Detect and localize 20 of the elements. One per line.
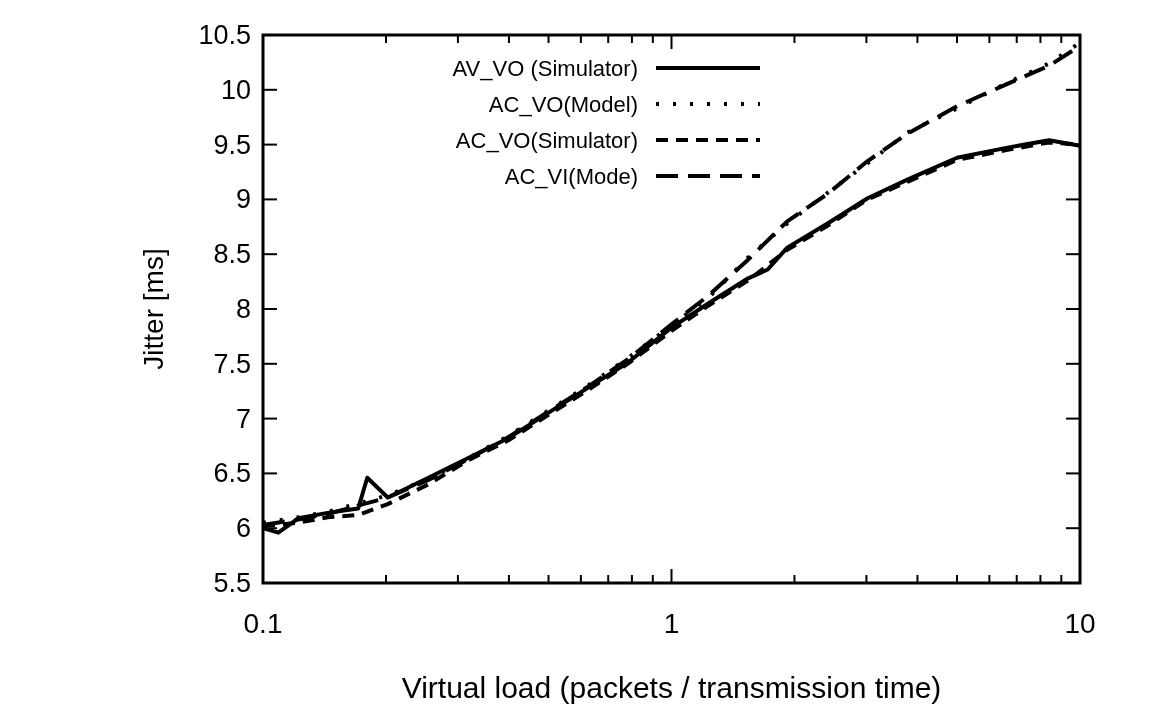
- y-tick-label: 5.5: [213, 568, 251, 598]
- y-tick-label: 7.5: [213, 348, 251, 379]
- x-tick-label: 0.1: [243, 608, 283, 639]
- y-axis-title: Jitter [ms]: [138, 248, 169, 370]
- y-tick-label: 7: [235, 403, 251, 434]
- y-tick-label: 9: [235, 184, 251, 215]
- x-tick-label: 1: [663, 608, 680, 639]
- x-tick-label: 10: [1064, 608, 1096, 639]
- legend-label: AC_VO(Simulator): [455, 128, 638, 153]
- y-tick-label: 6: [235, 513, 251, 544]
- legend-label: AC_VI(Mode): [504, 164, 638, 189]
- legend-label: AC_VO(Model): [488, 92, 638, 117]
- y-tick-label: 8.5: [213, 239, 251, 270]
- y-tick-label: 9.5: [213, 129, 251, 160]
- legend-label: AV_VO (Simulator): [452, 56, 638, 81]
- y-tick-label: 10: [220, 74, 251, 105]
- x-axis-title: Virtual load (packets / transmission time): [401, 671, 942, 704]
- y-tick-label: 6.5: [213, 458, 251, 489]
- y-tick-label: 8: [235, 294, 251, 324]
- y-tick-label: 10.5: [198, 20, 251, 50]
